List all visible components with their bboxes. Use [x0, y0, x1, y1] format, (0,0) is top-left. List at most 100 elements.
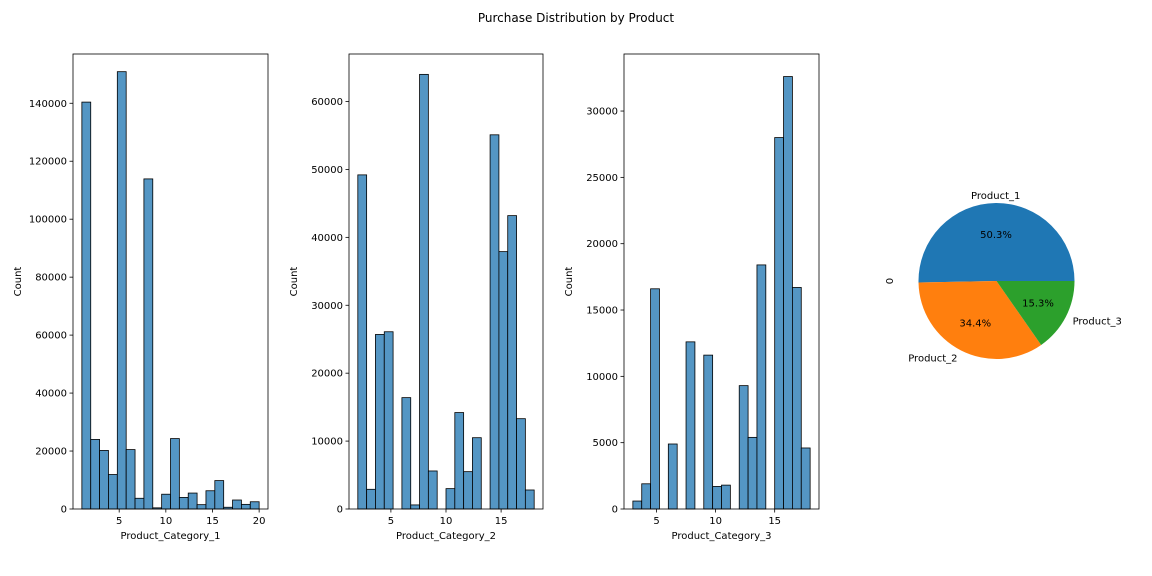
hist-bar	[498, 251, 509, 510]
pie-y-label: 0	[885, 278, 896, 284]
x-tick-label: 10	[440, 516, 453, 527]
hist-bar	[116, 71, 127, 510]
hist-bar	[756, 264, 767, 510]
x-tick-label: 5	[388, 516, 394, 527]
histogram-1: 5 10 15 20 0 20000 40000 60000 80000 100000 120000…	[13, 53, 269, 542]
hist-bar	[419, 73, 429, 510]
hist-bar	[125, 449, 136, 510]
hist-bar	[410, 504, 420, 510]
hist-bar	[170, 438, 180, 510]
y-tick-label: 40000	[311, 233, 343, 244]
hist-bar	[703, 354, 714, 510]
axes-frame	[623, 53, 820, 510]
hist-bar	[134, 497, 145, 510]
pie-label: Product_3	[1073, 317, 1122, 328]
hist-bar	[489, 134, 500, 510]
x-tick-label: 15	[768, 516, 781, 527]
x-tick-label: 10	[159, 516, 172, 527]
hist-bar	[463, 471, 473, 510]
y-tick-label: 50000	[311, 165, 343, 176]
hist-bar	[178, 497, 189, 510]
hist-bar	[632, 500, 643, 510]
y-tick-label: 5000	[593, 438, 618, 449]
hist-bar	[81, 101, 92, 510]
hist-bar	[783, 76, 793, 510]
figure-title: Purchase Distribution by Product	[478, 11, 675, 25]
y-tick-label: 140000	[29, 99, 67, 110]
y-tick-label: 25000	[586, 173, 618, 184]
pie-slice-product-2	[918, 281, 1042, 359]
hist-bar	[747, 436, 758, 510]
tick-marks	[69, 102, 260, 513]
tick-marks	[620, 110, 776, 513]
y-axis-label: Count	[289, 267, 300, 297]
y-tick-label: 15000	[586, 306, 618, 317]
hist-bar	[99, 450, 109, 510]
y-tick-label: 0	[337, 505, 343, 516]
y-tick-label: 40000	[35, 389, 67, 400]
pie-percent: 34.4%	[959, 319, 991, 330]
y-tick-label: 100000	[29, 215, 67, 226]
hist-bar	[90, 439, 100, 510]
hist-bar	[187, 492, 198, 510]
y-tick-label: 10000	[586, 372, 618, 383]
hist-bar	[792, 287, 802, 510]
y-tick-label: 30000	[586, 107, 618, 118]
x-axis-label: Product_Category_3	[671, 531, 771, 542]
hist-bar	[516, 418, 526, 510]
hist-bar	[249, 501, 260, 510]
x-axis-label: Product_Category_1	[120, 531, 220, 542]
pie-label: Product_1	[971, 191, 1020, 202]
x-tick-label: 10	[709, 516, 722, 527]
y-tick-label: 10000	[311, 437, 343, 448]
hist-bar	[161, 493, 171, 510]
hist-bar	[650, 288, 660, 510]
hist-bar	[712, 486, 722, 510]
hist-bar	[214, 480, 225, 510]
hist-bar	[401, 397, 412, 510]
y-tick-label: 30000	[311, 301, 343, 312]
y-axis-label: Count	[564, 267, 575, 297]
hist-bar	[685, 341, 696, 510]
y-tick-label: 0	[612, 505, 618, 516]
hist-bar	[108, 474, 118, 510]
y-tick-label: 120000	[29, 157, 67, 168]
y-tick-label: 20000	[311, 369, 343, 380]
hist-bar	[205, 490, 216, 510]
hist-bar	[427, 470, 438, 510]
hist-bar	[774, 137, 784, 510]
x-tick-label: 5	[116, 516, 122, 527]
hist-bar	[738, 385, 749, 510]
y-axis-label: Count	[13, 267, 24, 297]
x-axis-label: Product_Category_2	[396, 531, 496, 542]
hist-bar	[375, 334, 385, 510]
y-tick-label: 20000	[35, 447, 67, 458]
hist-bar	[241, 503, 251, 510]
hist-bar	[357, 174, 368, 510]
hist-bar	[667, 443, 678, 510]
histogram-2: 5 10 15 0 10000 20000 30000 40000 50000 60000 Prod…	[289, 53, 544, 542]
axes-frame	[72, 53, 269, 510]
pie-slice-product-1	[918, 203, 1075, 283]
x-tick-label: 20	[253, 516, 266, 527]
hist-bar	[800, 447, 811, 510]
hist-bar	[454, 412, 465, 510]
hist-bar	[507, 215, 517, 510]
hist-bar	[383, 331, 394, 510]
hist-bar	[232, 499, 242, 510]
pie-percent: 15.3%	[1022, 299, 1054, 310]
hist-bar	[641, 483, 651, 510]
pie-percent: 50.3%	[980, 230, 1012, 241]
y-tick-label: 60000	[311, 97, 343, 108]
x-tick-label: 5	[653, 516, 659, 527]
x-tick-label: 15	[495, 516, 508, 527]
y-tick-label: 60000	[35, 331, 67, 342]
histogram-3: 5 10 15 0 5000 10000 15000 20000 25000 30000 Produ…	[564, 53, 820, 542]
x-tick-label: 15	[206, 516, 219, 527]
pie-slice-product-3	[996, 281, 1075, 345]
hist-bar	[721, 484, 731, 510]
pie-chart: Product_1 50.3% Product_2 34.4% Product_3 15.…	[885, 191, 1122, 364]
y-tick-label: 80000	[35, 273, 67, 284]
pie-label: Product_2	[908, 353, 957, 364]
